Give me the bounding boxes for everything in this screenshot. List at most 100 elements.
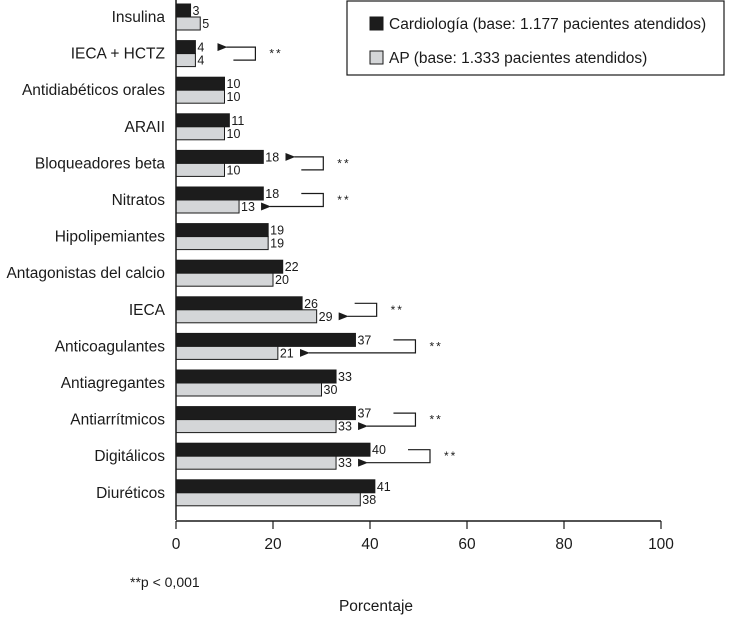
significance-bracket-arrow bbox=[358, 412, 417, 431]
bar-ap bbox=[175, 309, 318, 324]
bar-cardiologia bbox=[175, 332, 356, 347]
value-label-ap: 10 bbox=[227, 127, 241, 141]
category-label: IECA + HCTZ bbox=[71, 46, 165, 63]
value-label-cardiologia: 37 bbox=[357, 333, 371, 347]
category-label: Antiarrítmicos bbox=[70, 412, 165, 429]
value-label-cardiologia: 19 bbox=[270, 224, 284, 238]
bar-ap bbox=[175, 199, 240, 214]
value-label-cardiologia: 10 bbox=[227, 77, 241, 91]
value-label-cardiologia: 26 bbox=[304, 297, 318, 311]
x-tick-label: 40 bbox=[361, 536, 379, 553]
bar-ap bbox=[175, 89, 225, 104]
significance-bracket-arrow bbox=[358, 449, 431, 467]
category-label: Insulina bbox=[112, 9, 166, 26]
significance-marker: ** bbox=[444, 449, 457, 463]
significance-bracket-arrow bbox=[299, 339, 417, 357]
bar-ap bbox=[175, 162, 225, 177]
bar-ap bbox=[175, 382, 322, 397]
significance-bracket-arrow bbox=[338, 302, 378, 321]
value-label-cardiologia: 22 bbox=[285, 260, 299, 274]
value-label-ap: 5 bbox=[202, 17, 209, 31]
x-ticks: 0 20 40 60 80 100 bbox=[172, 521, 674, 553]
value-label-ap: 29 bbox=[319, 310, 333, 324]
bar-ap bbox=[175, 492, 361, 507]
significance-marker: ** bbox=[429, 339, 442, 353]
category-label: Digitálicos bbox=[94, 448, 165, 465]
bar-cardiologia bbox=[175, 369, 337, 384]
legend-swatch-ap bbox=[369, 50, 384, 65]
x-axis-title: Porcentaje bbox=[339, 598, 413, 615]
bar-ap bbox=[175, 345, 279, 360]
value-label-ap: 10 bbox=[227, 90, 241, 104]
value-label-ap: 38 bbox=[362, 493, 376, 507]
value-label-ap: 30 bbox=[324, 383, 338, 397]
value-label-ap: 33 bbox=[338, 420, 352, 434]
x-tick-label: 80 bbox=[555, 536, 573, 553]
value-label-cardiologia: 33 bbox=[338, 370, 352, 384]
legend-label-cardiologia: Cardiología (base: 1.177 pacientes atend… bbox=[389, 16, 706, 33]
footnote: **p < 0,001 bbox=[130, 574, 200, 590]
x-tick-label: 100 bbox=[648, 536, 674, 553]
value-label-ap: 10 bbox=[227, 163, 241, 177]
category-label: Bloqueadores beta bbox=[35, 155, 166, 172]
value-label-ap: 19 bbox=[270, 237, 284, 251]
bar-cardiologia bbox=[175, 296, 303, 311]
bar-cardiologia bbox=[175, 442, 371, 457]
bar-cardiologia bbox=[175, 406, 356, 421]
category-label: Antidiabéticos orales bbox=[22, 82, 165, 99]
value-label-cardiologia: 41 bbox=[377, 480, 391, 494]
axes bbox=[175, 0, 661, 522]
x-tick-label: 20 bbox=[264, 536, 282, 553]
category-label: Nitratos bbox=[112, 192, 166, 209]
bar-ap bbox=[175, 16, 201, 31]
category-label: Antiagregantes bbox=[61, 375, 166, 392]
legend-box bbox=[346, 0, 725, 76]
value-label-cardiologia: 11 bbox=[231, 114, 244, 128]
bar-cardiologia bbox=[175, 479, 376, 494]
bar-cardiologia bbox=[175, 40, 196, 55]
value-label-ap: 20 bbox=[275, 273, 289, 287]
legend-label-ap: AP (base: 1.333 pacientes atendidos) bbox=[389, 50, 647, 67]
bar-cardiologia bbox=[175, 223, 269, 238]
significance-marker: ** bbox=[391, 303, 404, 317]
value-label-cardiologia: 37 bbox=[357, 407, 371, 421]
value-label-cardiologia: 3 bbox=[193, 4, 200, 18]
significance-marker: ** bbox=[337, 156, 350, 170]
category-label: Anticoagulantes bbox=[55, 338, 166, 355]
value-label-cardiologia: 40 bbox=[372, 443, 386, 457]
bar-cardiologia bbox=[175, 3, 192, 18]
significance-marker: ** bbox=[269, 47, 282, 61]
bar-ap bbox=[175, 272, 274, 287]
bar-cardiologia bbox=[175, 149, 264, 164]
significance-bracket-arrow bbox=[217, 43, 256, 61]
bar-cardiologia bbox=[175, 259, 284, 274]
x-tick-label: 60 bbox=[458, 536, 476, 553]
bar-cardiologia bbox=[175, 76, 225, 91]
bar-ap bbox=[175, 53, 196, 68]
value-label-cardiologia: 18 bbox=[265, 150, 279, 164]
significance-marker: ** bbox=[337, 193, 350, 207]
value-labels: 3544101011101810181319192220262937213330… bbox=[193, 4, 391, 507]
significance-marks: ** ** ** ** ** ** ** bbox=[217, 43, 457, 467]
value-label-ap: 13 bbox=[241, 200, 255, 214]
bar-cardiologia bbox=[175, 186, 264, 201]
legend-swatch-cardiologia bbox=[369, 16, 384, 31]
category-label: Antagonistas del calcio bbox=[6, 265, 165, 282]
significance-bracket-arrow bbox=[261, 192, 324, 211]
category-label: IECA bbox=[129, 302, 166, 319]
value-label-ap: 33 bbox=[338, 456, 352, 470]
bar-ap bbox=[175, 419, 337, 434]
significance-marker: ** bbox=[429, 413, 442, 427]
x-tick-label: 0 bbox=[172, 536, 181, 553]
bar-cardiologia bbox=[175, 113, 230, 128]
value-label-cardiologia: 18 bbox=[265, 187, 279, 201]
category-labels: Insulina IECA + HCTZ Antidiabéticos orales… bbox=[6, 9, 165, 502]
value-label-cardiologia: 4 bbox=[197, 41, 204, 55]
category-label: ARAII bbox=[125, 119, 165, 136]
bar-ap bbox=[175, 455, 337, 470]
legend: Cardiología (base: 1.177 pacientes atend… bbox=[346, 0, 725, 76]
bar-ap bbox=[175, 236, 269, 251]
value-label-ap: 4 bbox=[197, 54, 204, 68]
significance-bracket-arrow bbox=[285, 152, 324, 171]
